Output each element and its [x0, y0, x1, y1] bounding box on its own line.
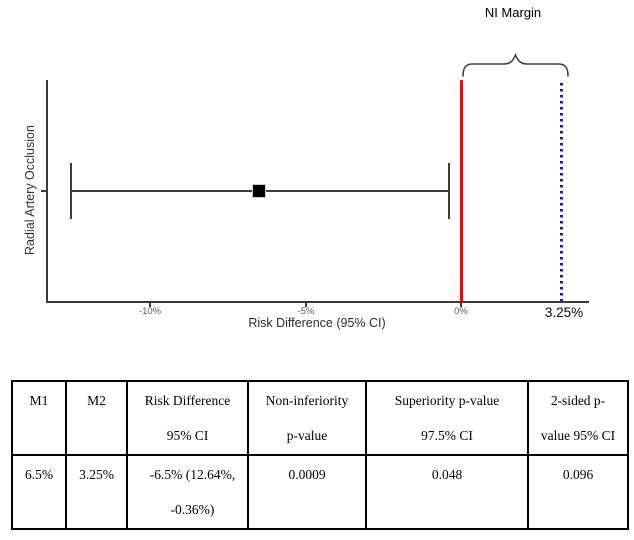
x-tick-zero [460, 303, 462, 307]
header-cell-two-sided: 2-sided p- value 95% CI [527, 380, 629, 456]
header-cell-m2: M2 [65, 380, 128, 456]
ci-upper-whisker [448, 163, 450, 219]
x-tick-label-zero: 0% [454, 306, 468, 317]
ni-margin-value-label: 3.25% [544, 305, 584, 320]
cell-risk-difference-value: -6.5% (12.64%, -0.36%) [126, 454, 249, 530]
point-estimate-marker [253, 185, 265, 197]
cell-two-sided-pvalue: 0.096 [527, 454, 629, 530]
x-tick-neg5 [305, 303, 307, 307]
results-table: M1 M2 Risk Difference 95% CI Non-inferio… [11, 380, 629, 530]
cell-m1-value: 6.5% [11, 454, 67, 530]
ci-lower-whisker [70, 163, 72, 219]
y-axis-tick [41, 190, 46, 192]
y-axis-label: Radial Artery Occlusion [23, 125, 37, 255]
cell-m2-value: 3.25% [65, 454, 128, 530]
x-axis-line [46, 301, 589, 303]
ni-margin-label: NI Margin [484, 5, 542, 20]
header-text: Risk Difference [144, 393, 231, 408]
cell-text: -6.5% (12.64%, [149, 467, 236, 482]
header-cell-noninferiority: Non-inferiority p-value [247, 380, 367, 456]
header-cell-superiority: Superiority p-value 97.5% CI [365, 380, 529, 456]
x-tick-label-neg10: -10% [138, 306, 162, 317]
header-text: M1 [29, 393, 49, 408]
cell-text: 0.0009 [288, 467, 326, 482]
cell-text: 6.5% [24, 467, 54, 482]
ni-margin-dotted-line [560, 83, 563, 301]
y-axis-spine [46, 80, 48, 302]
header-text: Superiority p-value [394, 393, 500, 408]
header-text: 2-sided p- [550, 393, 606, 408]
cell-text: -0.36%) [170, 502, 215, 517]
header-text: value 95% CI [540, 428, 616, 443]
cell-superiority-pvalue: 0.048 [365, 454, 529, 530]
cell-text: 0.096 [562, 467, 594, 482]
ni-margin-brace [462, 52, 569, 77]
header-cell-m1: M1 [11, 380, 67, 456]
table-data-row: 6.5% 3.25% -6.5% (12.64%, -0.36%) 0.0009… [11, 454, 629, 530]
x-axis-title: Risk Difference (95% CI) [248, 316, 386, 330]
header-text: M2 [87, 393, 106, 408]
header-text: Non-inferiority [265, 393, 349, 408]
header-text: 95% CI [166, 428, 209, 443]
cell-noninferiority-pvalue: 0.0009 [247, 454, 367, 530]
x-tick-label-neg5: -5% [297, 306, 315, 317]
cell-text: 3.25% [79, 467, 114, 482]
header-cell-risk-difference: Risk Difference 95% CI [126, 380, 249, 456]
table-header-row: M1 M2 Risk Difference 95% CI Non-inferio… [11, 380, 629, 456]
zero-reference-line [460, 80, 463, 302]
header-text: p-value [286, 428, 328, 443]
cell-text: 0.048 [431, 467, 463, 482]
header-text: 97.5% CI [421, 428, 473, 443]
x-tick-neg10 [149, 303, 151, 307]
